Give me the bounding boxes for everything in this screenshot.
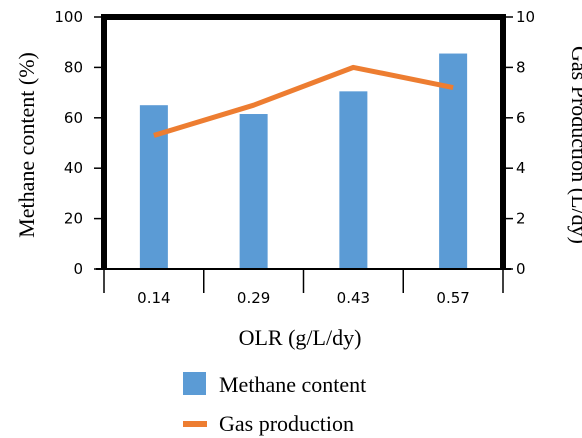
left-tick-label: 0: [73, 260, 83, 278]
right-tick-label: 8: [516, 58, 526, 76]
bar-methane-0.29: [239, 114, 268, 270]
x-tick-label: 0.29: [237, 289, 270, 307]
bar-methane-0.14: [139, 105, 168, 269]
legend: Methane content Gas production: [183, 372, 366, 436]
x-tick-label: 0.57: [436, 289, 469, 307]
left-tick-label: 100: [54, 8, 83, 26]
x-tick-label: 0.43: [337, 289, 370, 307]
bar-methane-0.57: [439, 53, 468, 269]
line-group: [153, 64, 454, 138]
legend-methane-label: Methane content: [219, 372, 366, 397]
left-tick-labels: 0 20 40 60 80 100: [54, 8, 83, 278]
bar-methane-0.43: [339, 91, 368, 269]
x-tick-label: 0.14: [137, 289, 170, 307]
left-axis-title: Methane content (%): [14, 52, 39, 238]
left-tick-label: 20: [64, 210, 83, 228]
left-tick-label: 80: [64, 58, 83, 76]
legend-methane-swatch: [183, 372, 206, 395]
right-tick-label: 10: [516, 8, 535, 26]
gas-production-line: [153, 64, 454, 138]
right-tick-label: 4: [516, 159, 526, 177]
left-tick-label: 60: [64, 109, 83, 127]
x-tick-labels: 0.14 0.29 0.43 0.57: [137, 289, 470, 307]
right-tick-label: 6: [516, 109, 526, 127]
right-tick-label: 0: [516, 260, 526, 278]
right-axis-title: Gas Production (L/dy): [567, 46, 582, 244]
right-tick-labels: 0 2 4 6 8 10: [516, 8, 535, 278]
x-axis-title: OLR (g/L/dy): [239, 325, 362, 350]
plot-frame-group: [94, 14, 513, 293]
left-tick-label: 40: [64, 159, 83, 177]
right-tick-label: 2: [516, 210, 526, 228]
legend-gas-label: Gas production: [219, 411, 354, 436]
